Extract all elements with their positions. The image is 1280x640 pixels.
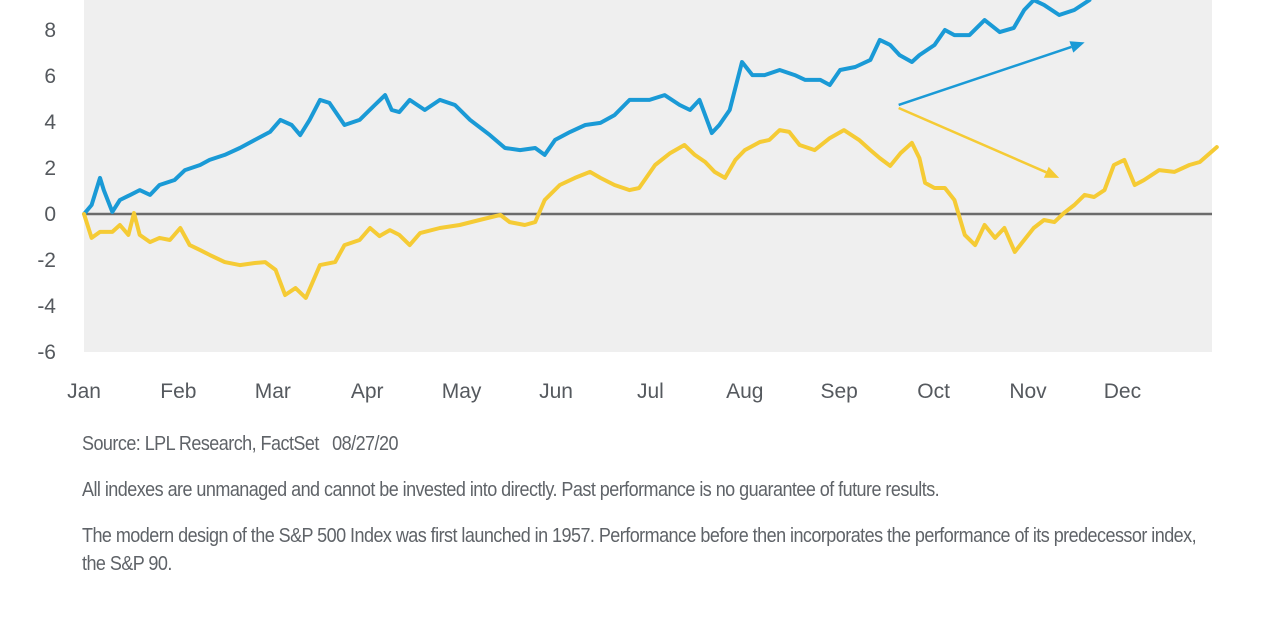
annotation-layer: [898, 41, 1085, 178]
arrow-annotation: [898, 41, 1085, 107]
source-note: Source: LPL Research, FactSet 08/27/20: [82, 433, 398, 455]
x-tick-label: Sep: [821, 380, 858, 403]
series-layer: [82, 0, 1219, 300]
y-tick-label: 4: [44, 111, 56, 134]
y-tick-label: 6: [44, 65, 56, 88]
x-tick-label: Dec: [1104, 380, 1141, 403]
x-axis-ticks: Jan Feb Mar Apr May Jun Jul Aug Sep Oct Nov Dec: [67, 380, 1141, 403]
arrow-head-icon: [1069, 41, 1085, 53]
x-tick-label: Apr: [351, 380, 384, 403]
arrow-shaft: [898, 106, 1047, 174]
x-tick-label: Oct: [917, 380, 950, 403]
y-tick-label: -2: [37, 249, 56, 272]
disclaimer-note: All indexes are unmanaged and cannot be …: [82, 479, 940, 501]
arrow-annotation: [898, 106, 1060, 178]
blue-series-line: [82, 0, 1092, 216]
y-tick-label: -6: [37, 341, 56, 364]
arrow-shaft: [898, 45, 1072, 107]
y-tick-label: 2: [44, 157, 56, 180]
y-tick-label: 8: [44, 19, 56, 42]
x-tick-label: Nov: [1009, 380, 1047, 403]
x-tick-label: Feb: [160, 380, 196, 403]
y-axis-ticks: 8 6 4 2 0 -2 -4 -6: [37, 19, 56, 364]
x-tick-label: Jul: [637, 380, 664, 403]
yellow-series-line: [82, 128, 1219, 300]
y-tick-label: -4: [37, 295, 56, 318]
x-tick-label: Jun: [539, 380, 573, 403]
x-tick-label: Mar: [255, 380, 291, 403]
sp-history-note: The modern design of the S&P 500 Index w…: [82, 525, 1197, 575]
x-tick-label: Jan: [67, 380, 101, 403]
line-chart: 8 6 4 2 0 -2 -4 -6 Jan Feb Mar Apr May Jun Jul Aug Sep O…: [37, 0, 1219, 403]
x-tick-label: Aug: [726, 380, 763, 403]
chart-notes: Source: LPL Research, FactSet 08/27/20 A…: [82, 430, 1197, 578]
y-tick-label: 0: [44, 203, 56, 226]
x-tick-label: May: [442, 380, 482, 403]
arrow-head-icon: [1043, 166, 1060, 178]
